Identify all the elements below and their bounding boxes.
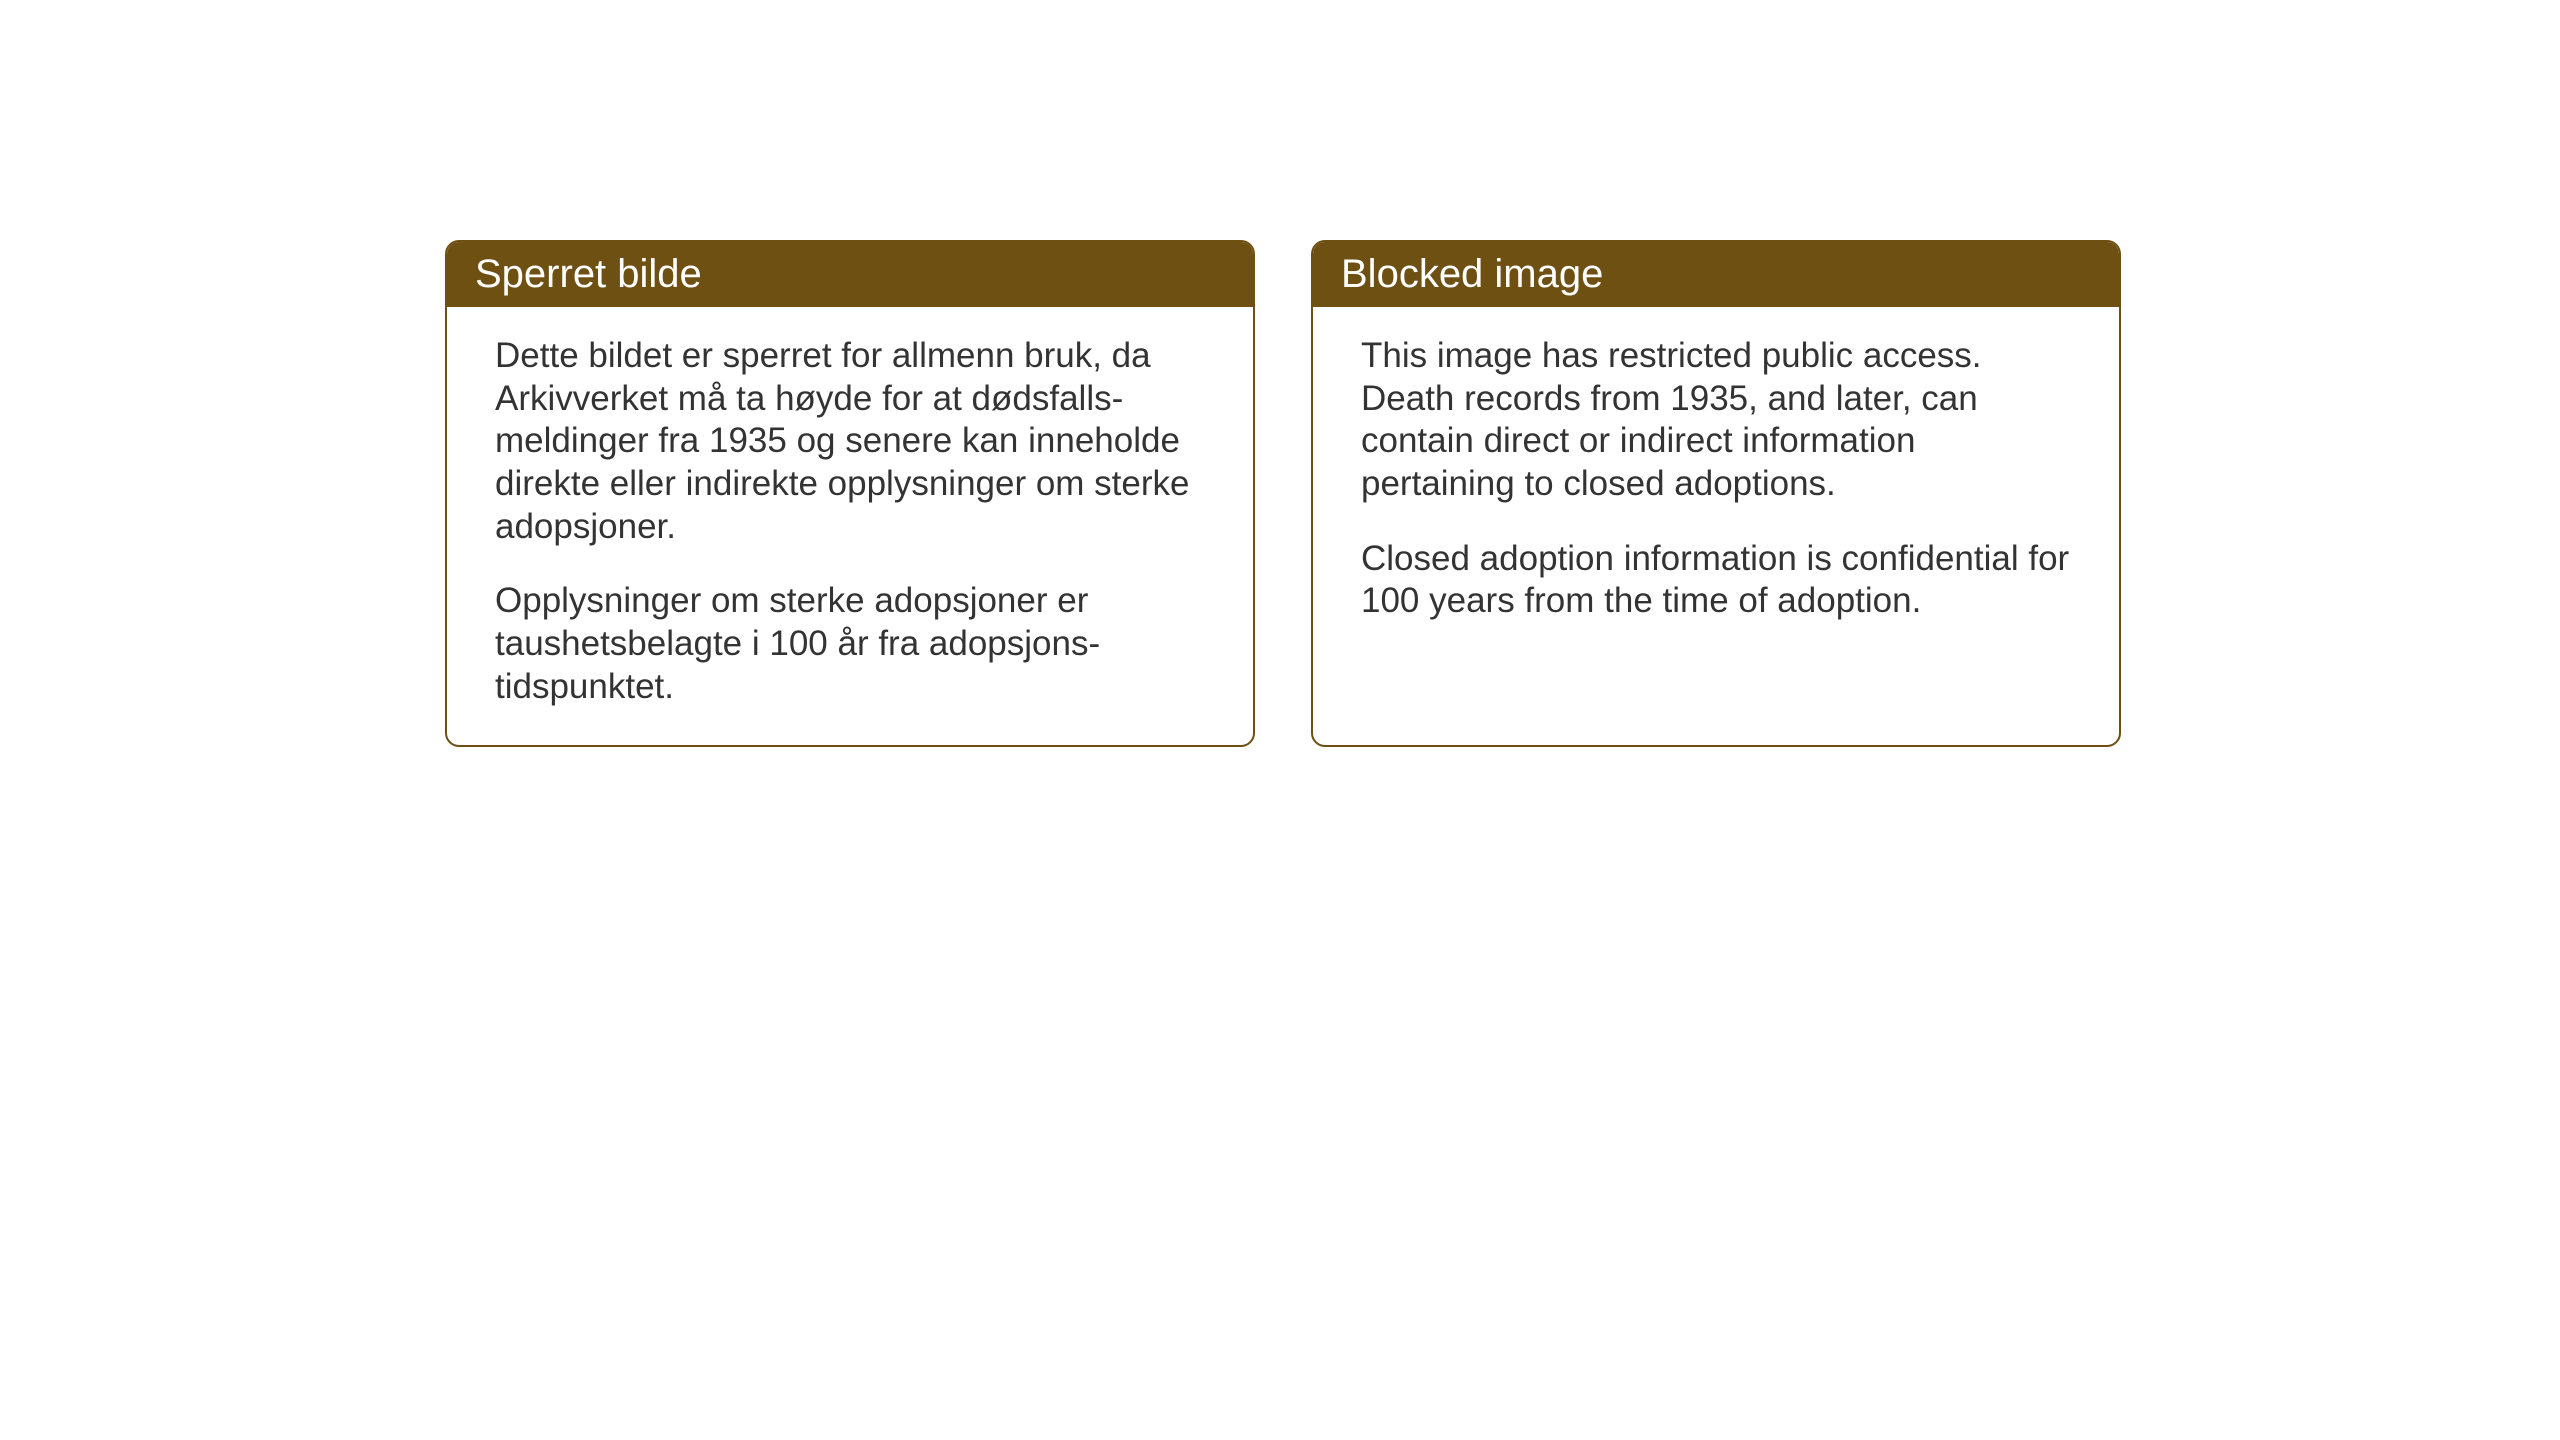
card-header-english: Blocked image — [1313, 242, 2119, 307]
card-header-norwegian: Sperret bilde — [447, 242, 1253, 307]
card-paragraph-2-norwegian: Opplysninger om sterke adopsjoner er tau… — [495, 580, 1205, 708]
card-title-norwegian: Sperret bilde — [475, 252, 702, 296]
card-title-english: Blocked image — [1341, 252, 1603, 296]
card-norwegian: Sperret bilde Dette bildet er sperret fo… — [445, 240, 1255, 747]
cards-container: Sperret bilde Dette bildet er sperret fo… — [445, 240, 2121, 747]
card-body-english: This image has restricted public access.… — [1313, 307, 2119, 723]
card-paragraph-1-english: This image has restricted public access.… — [1361, 335, 2071, 506]
card-paragraph-1-norwegian: Dette bildet er sperret for allmenn bruk… — [495, 335, 1205, 548]
card-paragraph-2-english: Closed adoption information is confident… — [1361, 538, 2071, 623]
card-english: Blocked image This image has restricted … — [1311, 240, 2121, 747]
card-body-norwegian: Dette bildet er sperret for allmenn bruk… — [447, 307, 1253, 745]
